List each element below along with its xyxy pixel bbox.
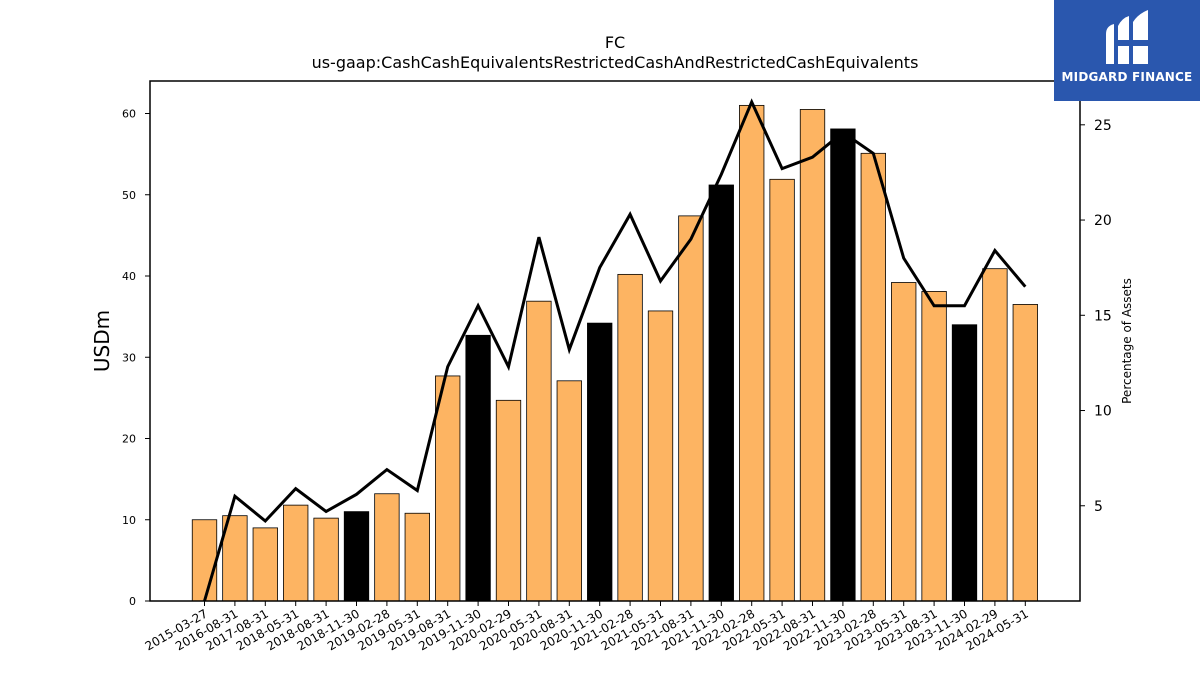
y2-axis-label: Percentage of Assets bbox=[1120, 278, 1134, 404]
chart-subtitle: us-gaap:CashCashEquivalentsRestrictedCas… bbox=[312, 53, 919, 72]
bar-2020-08-31 bbox=[556, 380, 582, 602]
logo-mark-icon bbox=[1106, 10, 1148, 64]
bar-2020-05-31 bbox=[526, 300, 552, 602]
bar-2017-08-31 bbox=[252, 527, 278, 602]
percentage-of-assets-line bbox=[203, 98, 1027, 602]
bar-2023-05-31 bbox=[891, 282, 917, 602]
bar-2016-08-31 bbox=[222, 515, 248, 602]
right-tick-label: 5 bbox=[1094, 499, 1103, 515]
left-tick-label: 30 bbox=[122, 351, 136, 364]
bar-2022-05-31 bbox=[769, 178, 795, 602]
right-tick-label: 15 bbox=[1094, 308, 1112, 324]
bar-2022-02-28 bbox=[739, 104, 765, 602]
left-tick-label: 60 bbox=[122, 108, 136, 121]
logo: MIDGARD FINANCE bbox=[1054, 0, 1200, 101]
left-tick-label: 20 bbox=[122, 433, 136, 446]
bar-2019-05-31 bbox=[404, 512, 430, 602]
bar-2022-11-30 bbox=[830, 128, 856, 602]
bar-2024-02-29 bbox=[982, 268, 1008, 602]
right-tick-label: 20 bbox=[1094, 213, 1112, 229]
bar-series bbox=[191, 104, 1038, 602]
bar-2019-02-28 bbox=[374, 493, 400, 602]
left-axis: 0 10 20 30 40 50 60 bbox=[122, 108, 150, 608]
y-axis-label: USDm bbox=[90, 310, 114, 372]
left-tick-label: 40 bbox=[122, 270, 136, 283]
bar-2023-08-31 bbox=[921, 291, 947, 602]
bar-2021-11-30 bbox=[708, 184, 734, 602]
right-axis: 5 10 15 20 25 bbox=[1080, 118, 1112, 515]
bar-2023-11-30 bbox=[951, 324, 978, 602]
bar-2018-11-30 bbox=[343, 511, 370, 602]
right-tick-label: 10 bbox=[1094, 404, 1112, 420]
right-tick-label: 25 bbox=[1094, 118, 1112, 134]
left-tick-label: 50 bbox=[122, 189, 136, 202]
bar-2019-11-30 bbox=[465, 334, 491, 602]
left-tick-label: 10 bbox=[122, 514, 136, 527]
bar-2023-02-28 bbox=[860, 152, 886, 602]
bar-2022-08-31 bbox=[799, 109, 826, 602]
x-axis: 2015-03-272016-08-312017-08-312018-05-31… bbox=[143, 601, 1031, 653]
bar-2021-08-31 bbox=[678, 215, 704, 602]
bar-2019-08-31 bbox=[435, 375, 461, 602]
bar-2020-11-30 bbox=[587, 322, 613, 602]
bar-2018-05-31 bbox=[283, 504, 309, 602]
bar-2015-03-27 bbox=[191, 519, 218, 602]
left-tick-label: 0 bbox=[129, 595, 136, 608]
plot-area-frame bbox=[149, 80, 1081, 602]
bar-2021-02-28 bbox=[617, 273, 643, 602]
bar-2018-08-31 bbox=[313, 517, 339, 602]
bar-2020-02-29 bbox=[495, 399, 522, 602]
bar-2021-05-31 bbox=[647, 310, 674, 602]
bar-2024-05-31 bbox=[1012, 304, 1038, 602]
logo-text: MIDGARD FINANCE bbox=[1061, 70, 1193, 84]
chart-title: FC bbox=[605, 33, 625, 52]
